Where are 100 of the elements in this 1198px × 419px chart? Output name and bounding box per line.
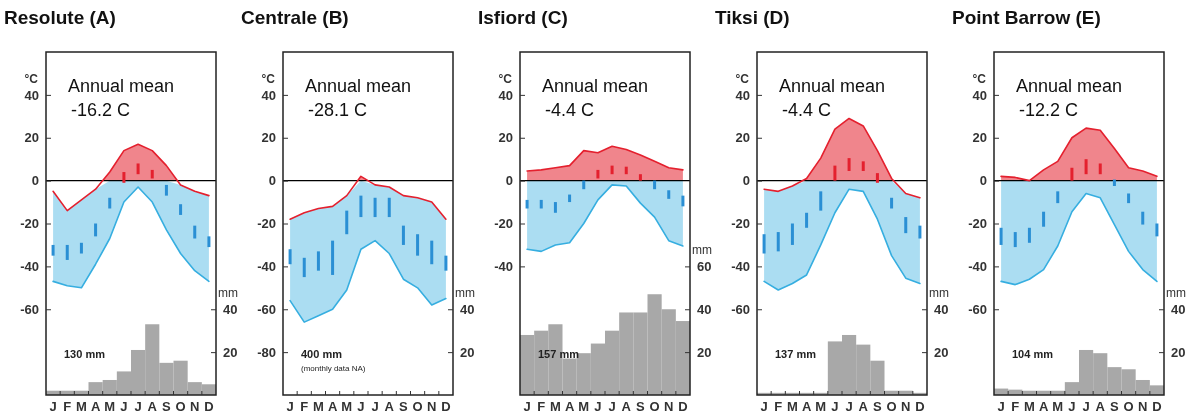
y2-tick-label: 60 (697, 259, 712, 275)
y-tick-label: 20 (735, 130, 750, 146)
x-tick-label: J (134, 399, 142, 415)
x-tick-label: S (162, 399, 172, 415)
x-tick-label: A (90, 399, 101, 415)
x-tick-label: M (312, 399, 324, 415)
annotation: Annual mean (779, 76, 886, 96)
x-tick-label: J (49, 399, 57, 415)
y-axis-title: °C (261, 71, 276, 86)
y-axis-title: °C (735, 71, 750, 86)
y-tick-label: 40 (498, 87, 513, 103)
y-tick-label: -40 (731, 259, 750, 275)
y2-tick-label: 20 (697, 344, 712, 360)
x-tick-label: A (1038, 399, 1049, 415)
x-tick-label: J (845, 399, 853, 415)
y-tick-label: 0 (979, 173, 987, 189)
x-tick-label: N (1138, 399, 1148, 415)
y2-axis-title: mm (218, 286, 238, 301)
x-tick-label: N (190, 399, 200, 415)
y-tick-label: 20 (972, 130, 987, 146)
y-axis-title: °C (498, 71, 513, 86)
x-tick-label: O (1123, 399, 1134, 415)
y2-tick-label: 20 (934, 344, 949, 360)
y-tick-label: -20 (494, 216, 513, 232)
x-tick-label: J (997, 399, 1005, 415)
x-tick-label: M (1023, 399, 1035, 415)
x-tick-label: N (664, 399, 674, 415)
y-axis-title: °C (972, 71, 987, 86)
annotation: -4.4 C (782, 100, 832, 120)
y-tick-label: -40 (494, 259, 513, 275)
y-tick-label: -20 (731, 216, 750, 232)
x-tick-label: M (578, 399, 590, 415)
y-tick-label: -60 (731, 301, 750, 317)
y-tick-label: -20 (20, 216, 39, 232)
annotation: -28.1 C (308, 100, 368, 120)
chart-title: Isfiord (C) (478, 7, 568, 28)
x-tick-label: J (1082, 399, 1090, 415)
annotation: 400 mm (301, 348, 343, 360)
y-tick-label: 20 (261, 130, 276, 146)
x-tick-label: F (63, 399, 72, 415)
annotation: -16.2 C (71, 100, 131, 120)
x-tick-label: S (636, 399, 646, 415)
x-tick-label: J (594, 399, 602, 415)
y-tick-label: 40 (261, 87, 276, 103)
y2-axis-title: mm (455, 286, 475, 301)
y-tick-label: 20 (24, 130, 39, 146)
annotation: -4.4 C (545, 100, 595, 120)
annotation: Annual mean (542, 76, 649, 96)
x-tick-label: J (523, 399, 531, 415)
y-tick-label: -40 (968, 259, 987, 275)
y-tick-label: 0 (505, 173, 513, 189)
y-tick-label: -40 (257, 259, 276, 275)
x-tick-label: F (1011, 399, 1020, 415)
annotation: 104 mm (1012, 348, 1054, 360)
annotation: Annual mean (305, 76, 412, 96)
x-tick-label: M (815, 399, 827, 415)
y-tick-label: -40 (20, 259, 39, 275)
x-tick-label: F (774, 399, 783, 415)
x-tick-label: O (175, 399, 186, 415)
annotation: Annual mean (1016, 76, 1123, 96)
x-tick-label: A (384, 399, 395, 415)
chart-title: Resolute (A) (4, 7, 116, 28)
y-tick-label: 40 (972, 87, 987, 103)
y2-tick-label: 20 (1171, 344, 1186, 360)
y2-axis-title: mm (692, 243, 712, 258)
y-tick-label: -20 (257, 216, 276, 232)
x-tick-label: J (286, 399, 294, 415)
x-tick-label: D (204, 399, 214, 415)
y-tick-label: -60 (20, 301, 39, 317)
x-tick-label: A (621, 399, 632, 415)
x-tick-label: A (801, 399, 812, 415)
annotation: 130 mm (64, 348, 106, 360)
y2-tick-label: 40 (1171, 301, 1186, 317)
x-tick-label: D (1152, 399, 1162, 415)
x-tick-label: A (564, 399, 575, 415)
y-tick-label: 0 (31, 173, 39, 189)
x-tick-label: J (357, 399, 365, 415)
x-tick-label: N (901, 399, 911, 415)
y-tick-label: 0 (742, 173, 750, 189)
y2-tick-label: 40 (697, 301, 712, 317)
x-tick-label: J (1068, 399, 1076, 415)
chart-title: Centrale (B) (241, 7, 349, 28)
x-tick-label: S (399, 399, 409, 415)
x-tick-label: M (104, 399, 116, 415)
x-tick-label: A (1095, 399, 1106, 415)
x-tick-label: A (147, 399, 158, 415)
annotation: 137 mm (775, 348, 817, 360)
y-tick-label: 0 (268, 173, 276, 189)
y-tick-label: -80 (257, 344, 276, 360)
x-tick-label: D (441, 399, 451, 415)
x-tick-label: J (608, 399, 616, 415)
x-tick-label: A (858, 399, 869, 415)
x-tick-label: A (327, 399, 338, 415)
annotation: (monthly data NA) (301, 364, 366, 373)
x-tick-label: D (678, 399, 688, 415)
x-tick-label: J (371, 399, 379, 415)
y-tick-label: -60 (257, 301, 276, 317)
x-tick-label: O (649, 399, 660, 415)
annotation: 157 mm (538, 348, 580, 360)
y2-tick-label: 40 (223, 301, 238, 317)
